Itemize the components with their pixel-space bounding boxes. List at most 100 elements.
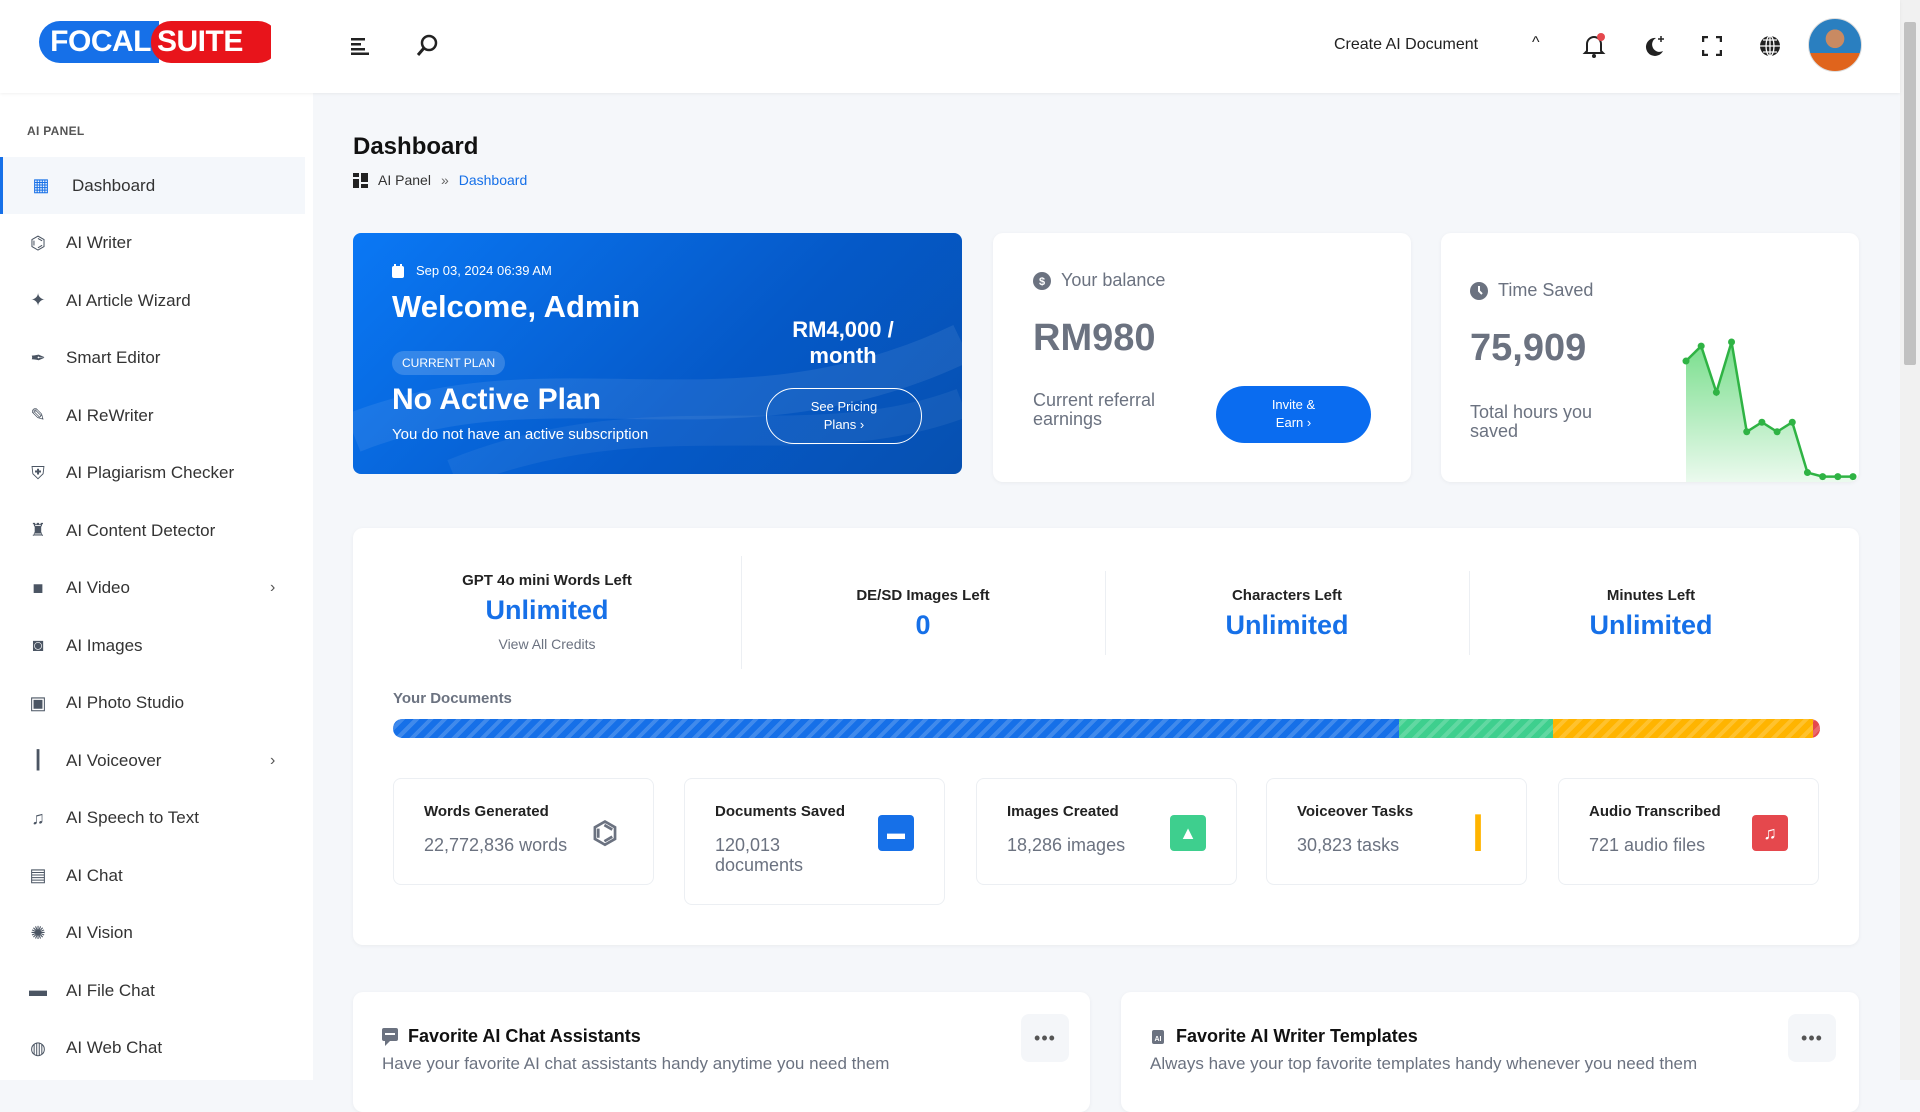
chart-point-6 — [1773, 428, 1781, 436]
breadcrumb-ai-panel[interactable]: AI Panel — [378, 172, 431, 188]
see-pricing-plans-button[interactable]: See Pricing Plans › — [766, 388, 922, 444]
documents-progress-bar — [393, 719, 1820, 738]
chart-point-11 — [1849, 473, 1857, 481]
plan-name: No Active Plan — [392, 383, 601, 416]
create-ai-document-button[interactable]: Create AI Document — [1334, 36, 1479, 53]
sidebar-item-label: Dashboard — [72, 175, 156, 195]
time-saved-subtitle: Total hours you saved — [1470, 402, 1593, 441]
sidebar-item-label: AI Writer — [66, 233, 132, 252]
sidebar-item-label: Smart Editor — [66, 348, 161, 367]
stat-card-documents-saved: Documents Saved 120,013 documents ▬ — [684, 778, 945, 905]
referral-label: Current referral earnings — [1033, 390, 1156, 429]
chart-point-3 — [1728, 338, 1736, 346]
divider — [1105, 571, 1106, 655]
clock-icon — [1470, 281, 1488, 300]
sidebar-item-ai-plagiarism-checker[interactable]: ⛨ AI Plagiarism Checker — [0, 445, 305, 502]
stat-value: 22,772,836 words — [424, 835, 568, 855]
chevron-up-icon[interactable]: ^ — [1532, 34, 1540, 51]
chart-point-10 — [1834, 473, 1842, 481]
card-title: Favorite AI Chat Assistants — [408, 1026, 641, 1046]
favorite-writer-templates-card: AI Favorite AI Writer Templates Always h… — [1121, 992, 1859, 1112]
sidebar-item-ai-rewriter[interactable]: ✎ AI ReWriter — [0, 387, 305, 444]
sidebar-item-label: AI Content Detector — [66, 520, 216, 540]
documents-segment-2 — [1553, 719, 1813, 738]
more-options-button[interactable]: ••• — [1788, 1014, 1836, 1062]
user-avatar[interactable] — [1808, 18, 1862, 72]
sidebar-item-label: AI Images — [66, 635, 143, 655]
sidebar-item-label: AI Article Wizard — [66, 290, 191, 310]
breadcrumb-separator: » — [440, 172, 449, 188]
sidebar-item-label: AI File Chat — [66, 980, 155, 1000]
chat-icon — [382, 1027, 398, 1046]
dollar-badge-icon: $ — [1033, 271, 1051, 290]
breadcrumb: AI Panel » Dashboard — [353, 172, 527, 188]
balance-card: $ Your balance RM980 Current referral ea… — [993, 233, 1411, 482]
folder-icon: ▬ — [878, 815, 914, 851]
divider — [1469, 571, 1470, 655]
bell-icon[interactable] — [1578, 30, 1610, 62]
sidebar-item-label: AI ReWriter — [66, 405, 154, 425]
stat-card-voiceover-tasks: Voiceover Tasks 30,823 tasks ┃ — [1266, 778, 1527, 885]
svg-text:AI: AI — [1155, 1036, 1162, 1043]
page-title: Dashboard — [353, 133, 479, 160]
documents-segment-3 — [1812, 719, 1820, 738]
credit-minutes: Minutes Left Unlimited — [1589, 587, 1713, 640]
sidebar-item-ai-voiceover[interactable]: ┃ AI Voiceover › — [0, 732, 305, 789]
ai-chip-icon: ⌬ — [30, 232, 46, 253]
stat-title: Documents Saved — [715, 803, 846, 820]
music-folder-icon: ♫ — [31, 807, 45, 828]
sidebar-item-ai-writer[interactable]: ⌬ AI Writer — [0, 215, 305, 272]
time-saved-card: Time Saved 75,909 Total hours you saved — [1441, 233, 1859, 482]
divider — [741, 556, 742, 669]
more-options-button[interactable]: ••• — [1021, 1014, 1069, 1062]
sidebar-item-label: AI Speech to Text — [66, 808, 199, 827]
sidebar-item-label: AI Voiceover — [66, 750, 162, 770]
sidebar-item-label: AI Plagiarism Checker — [66, 463, 235, 482]
sidebar-item-ai-content-detector[interactable]: ♜ AI Content Detector — [0, 502, 305, 559]
stat-card-audio-transcribed: Audio Transcribed 721 audio files ♫ — [1558, 778, 1819, 885]
stat-value: 120,013 documents — [715, 835, 804, 875]
sidebar-item-ai-web-chat[interactable]: ◍ AI Web Chat — [0, 1020, 305, 1077]
video-icon: ■ — [32, 577, 44, 598]
chart-point-7 — [1788, 418, 1796, 426]
time-saved-label: Time Saved — [1498, 280, 1594, 300]
scrollbar-thumb[interactable] — [1904, 22, 1916, 365]
chat-icon: ▤ — [29, 865, 47, 885]
detective-icon: ♜ — [29, 520, 47, 540]
globe-icon[interactable] — [1754, 30, 1786, 62]
image-icon: ▲ — [1170, 815, 1206, 851]
sidebar-item-ai-chat[interactable]: ▤ AI Chat — [0, 847, 305, 904]
music-folder-icon: ♫ — [1752, 815, 1788, 851]
waveform-icon: ┃ — [1468, 816, 1488, 850]
plan-subtitle: You do not have an active subscription — [392, 426, 649, 443]
sidebar-item-smart-editor[interactable]: ✒ Smart Editor — [0, 330, 305, 387]
view-all-credits-link[interactable]: View All Credits — [498, 636, 596, 652]
search-icon[interactable] — [411, 30, 443, 62]
chart-point-5 — [1758, 418, 1766, 426]
sidebar-item-ai-video[interactable]: ■ AI Video › — [0, 560, 305, 617]
svg-text:$: $ — [1039, 276, 1045, 288]
sidebar-item-ai-speech-to-text[interactable]: ♫ AI Speech to Text — [0, 790, 305, 847]
sidebar-item-ai-article-wizard[interactable]: ✦ AI Article Wizard — [0, 272, 305, 329]
credit-gpt-words: GPT 4o mini Words Left Unlimited View Al… — [353, 572, 741, 652]
chevron-right-icon: › — [270, 579, 276, 596]
current-plan-badge: CURRENT PLAN — [392, 351, 506, 375]
balance-value: RM980 — [1033, 317, 1156, 359]
menu-icon[interactable] — [345, 30, 377, 62]
sidebar-item-ai-vision[interactable]: ✺ AI Vision — [0, 905, 305, 962]
fullscreen-icon[interactable] — [1696, 30, 1728, 62]
moon-icon[interactable] — [1638, 30, 1670, 62]
sidebar-item-dashboard[interactable]: ▦ Dashboard — [0, 157, 305, 214]
focal-suite-logo[interactable]: FOCAL SUITE — [39, 21, 279, 63]
feather-icon: ✒ — [30, 347, 46, 368]
credit-images: DE/SD Images Left 0 — [856, 587, 990, 640]
pen-icon: ✎ — [30, 405, 46, 425]
time-saved-chart — [1682, 338, 1857, 482]
sidebar-item-ai-file-chat[interactable]: ▬ AI File Chat — [0, 962, 305, 1019]
sidebar-item-ai-photo-studio[interactable]: ▣ AI Photo Studio — [0, 675, 305, 732]
card-title: Favorite AI Writer Templates — [1176, 1026, 1418, 1046]
sidebar-item-ai-images[interactable]: ◙ AI Images — [0, 617, 305, 674]
scrollbar[interactable] — [1900, 0, 1920, 1080]
documents-segment-1 — [1399, 719, 1554, 738]
invite-earn-button[interactable]: Invite & Earn › — [1216, 386, 1371, 443]
